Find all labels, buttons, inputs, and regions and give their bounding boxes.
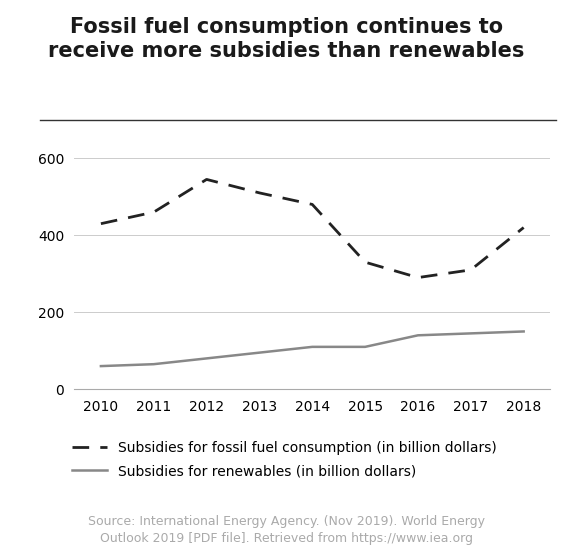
Legend: Subsidies for fossil fuel consumption (in billion dollars), Subsidies for renewa: Subsidies for fossil fuel consumption (i… xyxy=(72,441,497,479)
Text: Fossil fuel consumption continues to
receive more subsidies than renewables: Fossil fuel consumption continues to rec… xyxy=(48,17,525,62)
Text: Source: International Energy Agency. (Nov 2019). World Energy
Outlook 2019 [PDF : Source: International Energy Agency. (No… xyxy=(88,515,485,545)
